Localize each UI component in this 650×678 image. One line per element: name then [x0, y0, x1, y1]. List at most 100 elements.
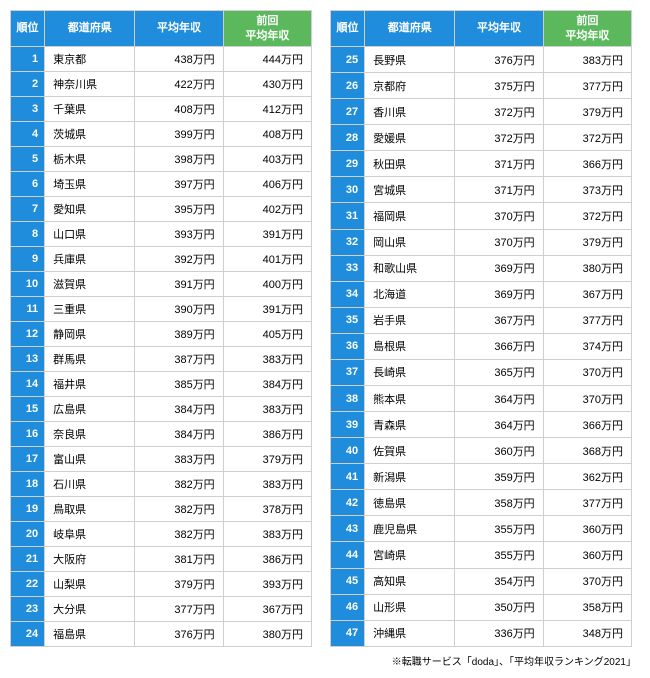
- table-row: 33和歌山県369万円380万円: [331, 255, 632, 281]
- rank-cell: 1: [11, 47, 45, 72]
- rank-cell: 23: [11, 597, 45, 622]
- avg-cell: 364万円: [455, 412, 543, 438]
- pref-cell: 福井県: [45, 372, 135, 397]
- pref-cell: 山梨県: [45, 572, 135, 597]
- avg-cell: 336万円: [455, 620, 543, 646]
- avg-cell: 398万円: [135, 147, 223, 172]
- prev-cell: 393万円: [223, 572, 311, 597]
- pref-cell: 鹿児島県: [365, 516, 455, 542]
- avg-cell: 355万円: [455, 542, 543, 568]
- prev-cell: 372万円: [543, 125, 631, 151]
- prev-cell: 380万円: [543, 255, 631, 281]
- header-row: 順位 都道府県 平均年収 前回平均年収: [11, 11, 312, 47]
- rank-cell: 3: [11, 97, 45, 122]
- table-row: 12静岡県389万円405万円: [11, 322, 312, 347]
- rank-cell: 6: [11, 172, 45, 197]
- pref-cell: 鳥取県: [45, 497, 135, 522]
- table-row: 18石川県382万円383万円: [11, 472, 312, 497]
- rank-cell: 10: [11, 272, 45, 297]
- prev-cell: 372万円: [543, 203, 631, 229]
- rank-cell: 34: [331, 281, 365, 307]
- table-row: 32岡山県370万円379万円: [331, 229, 632, 255]
- avg-cell: 355万円: [455, 516, 543, 542]
- pref-cell: 静岡県: [45, 322, 135, 347]
- table-row: 8山口県393万円391万円: [11, 222, 312, 247]
- rank-cell: 47: [331, 620, 365, 646]
- rank-cell: 14: [11, 372, 45, 397]
- header-pref: 都道府県: [365, 11, 455, 47]
- rank-cell: 32: [331, 229, 365, 255]
- pref-cell: 岡山県: [365, 229, 455, 255]
- pref-cell: 沖縄県: [365, 620, 455, 646]
- pref-cell: 岐阜県: [45, 522, 135, 547]
- pref-cell: 山形県: [365, 594, 455, 620]
- prev-cell: 430万円: [223, 72, 311, 97]
- prev-cell: 380万円: [223, 622, 311, 647]
- pref-cell: 新潟県: [365, 464, 455, 490]
- avg-cell: 372万円: [455, 99, 543, 125]
- pref-cell: 和歌山県: [365, 255, 455, 281]
- rank-cell: 11: [11, 297, 45, 322]
- prev-cell: 402万円: [223, 197, 311, 222]
- table-row: 1東京都438万円444万円: [11, 47, 312, 72]
- prev-cell: 378万円: [223, 497, 311, 522]
- table-row: 13群馬県387万円383万円: [11, 347, 312, 372]
- table-row: 15広島県384万円383万円: [11, 397, 312, 422]
- rank-cell: 15: [11, 397, 45, 422]
- table-row: 14福井県385万円384万円: [11, 372, 312, 397]
- pref-cell: 兵庫県: [45, 247, 135, 272]
- pref-cell: 京都府: [365, 73, 455, 99]
- table-row: 3千葉県408万円412万円: [11, 97, 312, 122]
- rank-cell: 38: [331, 386, 365, 412]
- avg-cell: 358万円: [455, 490, 543, 516]
- prev-cell: 370万円: [543, 568, 631, 594]
- table-row: 39青森県364万円366万円: [331, 412, 632, 438]
- table-row: 24福島県376万円380万円: [11, 622, 312, 647]
- prev-cell: 358万円: [543, 594, 631, 620]
- prev-cell: 367万円: [223, 597, 311, 622]
- table-row: 44宮崎県355万円360万円: [331, 542, 632, 568]
- pref-cell: 佐賀県: [365, 438, 455, 464]
- pref-cell: 埼玉県: [45, 172, 135, 197]
- table-row: 7愛知県395万円402万円: [11, 197, 312, 222]
- table-row: 22山梨県379万円393万円: [11, 572, 312, 597]
- prev-cell: 406万円: [223, 172, 311, 197]
- rank-cell: 27: [331, 99, 365, 125]
- rank-cell: 44: [331, 542, 365, 568]
- table-row: 42徳島県358万円377万円: [331, 490, 632, 516]
- pref-cell: 香川県: [365, 99, 455, 125]
- pref-cell: 熊本県: [365, 386, 455, 412]
- table-row: 34北海道369万円367万円: [331, 281, 632, 307]
- header-rank: 順位: [11, 11, 45, 47]
- table-row: 23大分県377万円367万円: [11, 597, 312, 622]
- rank-cell: 25: [331, 47, 365, 73]
- rank-cell: 46: [331, 594, 365, 620]
- prev-cell: 391万円: [223, 297, 311, 322]
- rank-cell: 33: [331, 255, 365, 281]
- rank-cell: 42: [331, 490, 365, 516]
- rank-cell: 8: [11, 222, 45, 247]
- avg-cell: 387万円: [135, 347, 223, 372]
- table-row: 37長崎県365万円370万円: [331, 359, 632, 385]
- prev-cell: 386万円: [223, 547, 311, 572]
- header-pref: 都道府県: [45, 11, 135, 47]
- pref-cell: 奈良県: [45, 422, 135, 447]
- table-row: 19鳥取県382万円378万円: [11, 497, 312, 522]
- rank-cell: 7: [11, 197, 45, 222]
- table-row: 26京都府375万円377万円: [331, 73, 632, 99]
- table-row: 30宮城県371万円373万円: [331, 177, 632, 203]
- pref-cell: 富山県: [45, 447, 135, 472]
- prev-cell: 348万円: [543, 620, 631, 646]
- header-rank: 順位: [331, 11, 365, 47]
- table-row: 4茨城県399万円408万円: [11, 122, 312, 147]
- pref-cell: 群馬県: [45, 347, 135, 372]
- table-row: 36島根県366万円374万円: [331, 333, 632, 359]
- rank-cell: 12: [11, 322, 45, 347]
- avg-cell: 375万円: [455, 73, 543, 99]
- rank-cell: 45: [331, 568, 365, 594]
- avg-cell: 350万円: [455, 594, 543, 620]
- prev-cell: 384万円: [223, 372, 311, 397]
- rank-cell: 5: [11, 147, 45, 172]
- prev-cell: 374万円: [543, 333, 631, 359]
- table-row: 9兵庫県392万円401万円: [11, 247, 312, 272]
